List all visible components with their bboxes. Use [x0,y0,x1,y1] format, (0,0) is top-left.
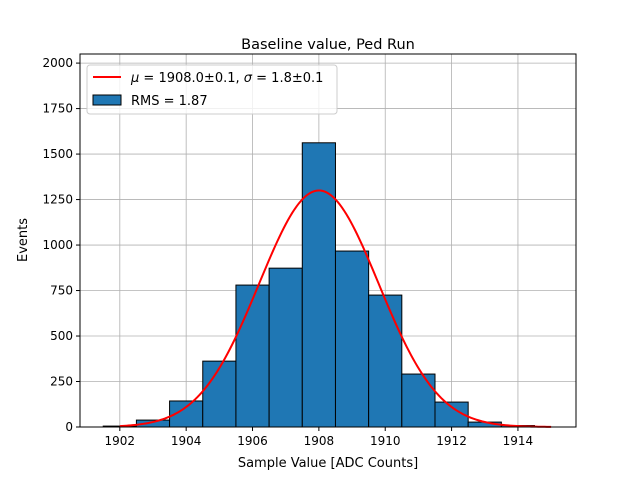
legend-box [86,64,338,115]
legend: μ = 1908.0±0.1, σ = 1.8±0.1 RMS = 1.87 [86,64,338,115]
x-ticks: 1902 1904 1906 1908 1910 1912 1914 [105,427,534,448]
y-tick-label: 500 [50,329,73,343]
y-tick-label: 1000 [42,238,73,252]
histogram-bar [401,373,436,428]
gaussian-fit-line [119,189,552,428]
x-tick-label: 1902 [105,434,136,448]
x-tick-label: 1914 [503,434,534,448]
x-axis-label: Sample Value [ADC Counts] [238,456,418,471]
plot-frame [79,53,577,428]
chart-title: Baseline value, Ped Run [241,37,415,53]
y-ticks: 0 250 500 750 1000 1250 1500 1750 2000 [42,56,80,434]
y-tick-label: 250 [50,375,73,389]
y-tick-label: 0 [65,420,73,434]
y-tick-label: 750 [50,284,73,298]
histogram-bar [235,284,270,428]
legend-hist-label: RMS = 1.87 [131,94,208,109]
x-tick-label: 1904 [171,434,202,448]
histogram-bar [301,142,336,428]
histogram-bar [268,267,303,428]
bars [102,142,536,428]
x-tick-label: 1908 [304,434,335,448]
histogram-bar [334,250,370,428]
x-tick-label: 1910 [370,434,401,448]
x-tick-label: 1906 [237,434,268,448]
histogram-bar [202,360,237,428]
y-tick-label: 1750 [42,102,73,116]
legend-fit-label: μ = 1908.0±0.1, σ = 1.8±0.1 [130,71,323,86]
x-tick-label: 1912 [436,434,467,448]
histogram-bar [368,294,403,428]
y-tick-label: 2000 [42,56,73,70]
y-tick-label: 1500 [42,147,73,161]
y-axis-label: Events [16,218,31,262]
y-tick-label: 1250 [42,193,73,207]
legend-hist-swatch [92,94,122,106]
